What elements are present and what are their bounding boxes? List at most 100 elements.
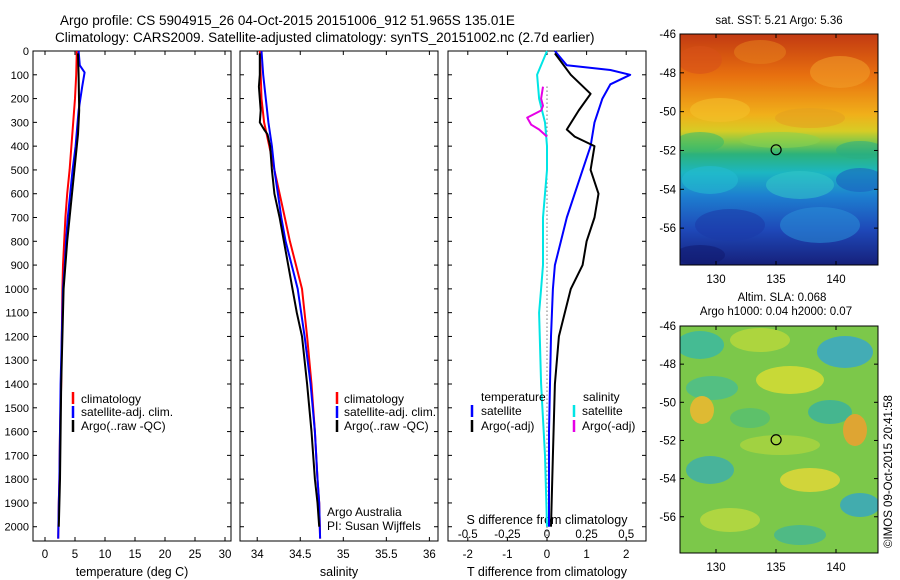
salinity-series — [257, 50, 322, 539]
depth-tick-label: 0 — [23, 46, 29, 58]
temperature-panel-frame — [32, 50, 232, 542]
x-tick-label: 34 — [251, 549, 264, 561]
map-y-tick-label: -52 — [659, 435, 676, 447]
depth-tick-label: 400 — [11, 141, 29, 153]
map-y-tick-label: -56 — [659, 223, 676, 235]
sst-map-image — [680, 34, 878, 265]
depth-tick-label: 1800 — [5, 474, 29, 486]
x-tick-label: 1 — [583, 549, 589, 561]
x-tick-label: 36 — [423, 549, 436, 561]
depth-axis: 0 100 200 300 400 500 600 700 800 900 1000 1100 1200… — [5, 46, 646, 534]
sst-map-title: sat. SST: 5.21 Argo: 5.36 — [715, 15, 842, 27]
sla-map-axes: 130 135 140 -46 -48 -50 -52 -54 -56 — [659, 321, 878, 574]
figure-title-line1: Argo profile: CS 5904915_26 04-Oct-2015 … — [60, 13, 515, 28]
x-tick-label: 35.5 — [375, 549, 397, 561]
x-tick-label: 34.5 — [289, 549, 311, 561]
s-tick-label: 0.25 — [575, 529, 597, 541]
depth-tick-label: 1900 — [5, 498, 29, 510]
series-line-satellite — [548, 50, 632, 527]
legend-label-argo: Argo(..raw -QC) — [344, 419, 429, 433]
series-line-argo-raw-qc- — [57, 53, 81, 527]
map-y-tick-label: -50 — [659, 397, 676, 409]
depth-tick-label: 300 — [11, 117, 29, 129]
depth-tick-label: 100 — [11, 70, 29, 82]
map-y-tick-label: -56 — [659, 512, 676, 524]
series-line-satellite-adj-clim- — [57, 50, 86, 539]
sla-map-title: Altim. SLA: 0.068 — [738, 292, 827, 304]
series-line-argo-adj- — [550, 52, 600, 527]
timestamp-stamp: ©IMOS 09-Oct-2015 20:41:58 — [883, 395, 895, 548]
x-tick-label: 30 — [219, 549, 232, 561]
map-y-tick-label: -52 — [659, 145, 676, 157]
difference-legend: temperature salinity satellite Argo(-adj… — [470, 390, 635, 433]
depth-tick-label: 2000 — [5, 522, 29, 534]
map-x-tick-label: 130 — [706, 562, 725, 574]
temperature-legend: climatology satellite-adj. clim. Argo(..… — [71, 392, 173, 433]
argo-float-marker — [770, 434, 782, 446]
x-tick-label: 35 — [337, 549, 350, 561]
map-y-tick-label: -48 — [659, 359, 676, 371]
s-tick-label: -0.25 — [494, 529, 520, 541]
depth-tick-label: 500 — [11, 165, 29, 177]
depth-tick-label: 700 — [11, 213, 29, 225]
depth-tick-label: 1600 — [5, 427, 29, 439]
temperature-axis-label: temperature (deg C) — [76, 565, 189, 579]
series-line-argo-adj- — [526, 86, 548, 138]
x-tick-label: 10 — [99, 549, 112, 561]
argo-float-marker — [770, 144, 782, 156]
s-tick-label: 0.5 — [618, 529, 634, 541]
figure-title-line2: Climatology: CARS2009. Satellite-adjuste… — [55, 30, 595, 45]
x-tick-label: 0 — [42, 549, 48, 561]
series-line-satellite-adj-clim- — [260, 50, 322, 539]
sla-map-subtitle: Argo h1000: 0.04 h2000: 0.07 — [700, 306, 852, 318]
difference-x-axis: -2 -1 0 1 2-0.5 -0.25 0 0.25 0.5 — [458, 51, 634, 561]
credit-institution: Argo Australia — [327, 505, 402, 519]
map-x-tick-label: 140 — [826, 274, 845, 286]
legend-label-t-argo: Argo(-adj) — [481, 419, 534, 433]
map-x-tick-label: 135 — [766, 274, 785, 286]
x-tick-label: 15 — [129, 549, 142, 561]
temperature-series — [57, 50, 86, 539]
salinity-legend: climatology satellite-adj. clim. Argo(..… — [335, 392, 436, 433]
map-x-tick-label: 140 — [826, 562, 845, 574]
t-difference-axis-label: T difference from climatology — [467, 565, 628, 579]
map-x-tick-label: 135 — [766, 562, 785, 574]
legend-title-salinity: salinity — [583, 390, 620, 404]
depth-tick-label: 1500 — [5, 403, 29, 415]
depth-tick-label: 1200 — [5, 331, 29, 343]
depth-tick-label: 1400 — [5, 379, 29, 391]
map-y-tick-label: -46 — [659, 321, 676, 333]
depth-tick-label: 900 — [11, 260, 29, 272]
map-y-tick-label: -50 — [659, 107, 676, 119]
salinity-x-axis: 34 34.5 35 35.5 36 — [251, 51, 436, 561]
sst-map-axes: 130 135 140 -46 -48 -50 -52 -54 -56 — [659, 29, 878, 286]
depth-tick-label: 200 — [11, 94, 29, 106]
sst-map-frame — [679, 33, 879, 266]
map-y-tick-label: -46 — [659, 29, 676, 41]
legend-label-climatology: climatology — [344, 392, 404, 406]
map-y-tick-label: -48 — [659, 68, 676, 80]
depth-tick-label: 1300 — [5, 355, 29, 367]
x-tick-label: 25 — [189, 549, 202, 561]
x-tick-label: 2 — [623, 549, 629, 561]
legend-label-satellite: satellite-adj. clim. — [344, 405, 436, 419]
legend-label-argo: Argo(..raw -QC) — [81, 419, 166, 433]
sla-map-image — [680, 326, 878, 553]
salinity-panel-frame — [239, 50, 439, 542]
x-tick-label: -2 — [463, 549, 473, 561]
map-y-tick-label: -54 — [659, 184, 676, 196]
depth-tick-label: 600 — [11, 189, 29, 201]
series-line-satellite — [536, 50, 548, 527]
x-tick-label: 5 — [72, 549, 78, 561]
legend-label-s-argo: Argo(-adj) — [582, 419, 635, 433]
legend-label-satellite: satellite-adj. clim. — [81, 405, 173, 419]
sla-map-frame — [679, 325, 879, 554]
salinity-axis-label: salinity — [320, 565, 359, 579]
x-tick-label: -1 — [502, 549, 512, 561]
depth-tick-label: 1000 — [5, 284, 29, 296]
depth-tick-label: 800 — [11, 236, 29, 248]
difference-series — [526, 50, 632, 541]
x-tick-label: 0 — [544, 549, 550, 561]
legend-label-climatology: climatology — [81, 392, 141, 406]
temperature-x-axis: 0 5 10 15 20 25 30 — [42, 51, 232, 561]
